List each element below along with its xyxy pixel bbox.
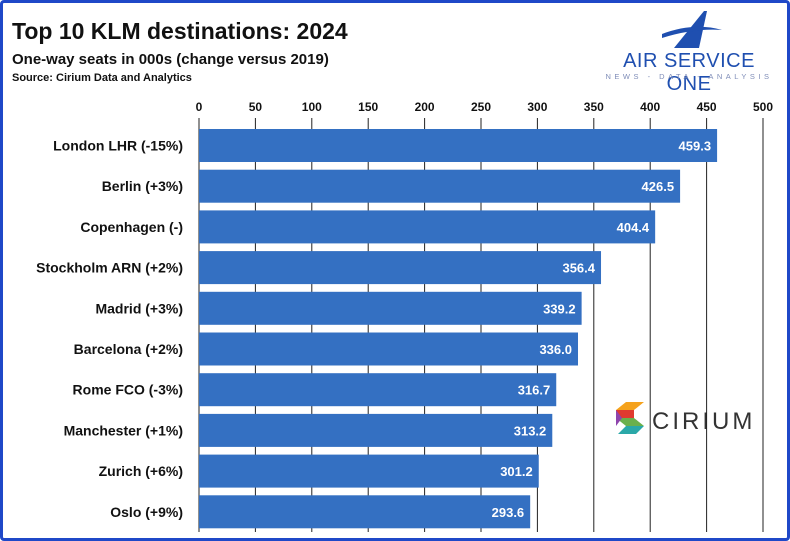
x-tick-label: 200 (415, 100, 435, 114)
air-service-one-plane-icon (662, 11, 722, 48)
x-tick-label: 500 (753, 100, 773, 114)
bar (199, 210, 656, 244)
bar (199, 454, 539, 488)
chart-source: Source: Cirium Data and Analytics (12, 72, 192, 84)
x-tick-label: 150 (358, 100, 378, 114)
x-tick-label: 100 (302, 100, 322, 114)
x-tick-label: 0 (196, 100, 203, 114)
bar (199, 373, 557, 407)
bar-value-label: 293.6 (492, 505, 525, 520)
category-label: Oslo (+9%) (110, 504, 183, 520)
bars (199, 129, 718, 529)
bar-value-label: 426.5 (642, 179, 675, 194)
category-labels: London LHR (-15%) Berlin (+3%) Copenhagen … (36, 138, 183, 520)
air-service-one-name: AIR SERVICE ONE (623, 50, 755, 95)
chart-subtitle: One-way seats in 000s (change versus 201… (12, 51, 329, 68)
chart-title: Top 10 KLM destinations: 2024 (12, 18, 348, 44)
category-label: Berlin (+3%) (102, 178, 183, 194)
bar-value-label: 336.0 (539, 342, 572, 357)
bar-value-label: 356.4 (562, 261, 595, 276)
category-label: London LHR (-15%) (53, 138, 183, 154)
bar-value-label: 301.2 (500, 464, 533, 479)
bar-value-label: 316.7 (518, 383, 551, 398)
x-tick-label: 350 (584, 100, 604, 114)
category-label: Stockholm ARN (+2%) (36, 260, 183, 276)
x-tick-label: 50 (249, 100, 263, 114)
air-service-one-tagline: NEWS - DATA - ANALYSIS (605, 72, 773, 81)
x-tick-label: 300 (527, 100, 547, 114)
bar (199, 291, 582, 325)
category-label: Rome FCO (-3%) (73, 382, 183, 398)
value-labels: 459.3 426.5 404.4 356.4 339.2 336.0 316.7 313.2… (492, 139, 711, 520)
bar (199, 495, 531, 529)
x-tick-label: 450 (697, 100, 717, 114)
category-label: Barcelona (+2%) (74, 341, 183, 357)
category-label: Copenhagen (-) (80, 219, 183, 235)
air-service-one-logo: AIR SERVICE ONE NEWS - DATA - ANALYSIS (598, 8, 780, 95)
bar-value-label: 339.2 (543, 301, 576, 316)
bar-value-label: 313.2 (514, 423, 547, 438)
bar (199, 169, 681, 203)
cirium-mark-icon (616, 402, 644, 434)
bar (199, 251, 602, 285)
x-tick-label: 250 (471, 100, 491, 114)
bar-value-label: 459.3 (679, 139, 712, 154)
category-label: Zurich (+6%) (99, 463, 183, 479)
bar (199, 413, 553, 447)
category-label: Manchester (+1%) (64, 422, 183, 438)
x-tick-label: 400 (640, 100, 660, 114)
bar (199, 129, 718, 162)
cirium-logo: CIRIUM (614, 396, 764, 440)
x-axis-ticks: 0 50 100 150 200 250 300 350 400 450 500 (196, 100, 774, 114)
bar-value-label: 404.4 (617, 220, 650, 235)
category-label: Madrid (+3%) (95, 300, 183, 316)
bar (199, 332, 579, 366)
cirium-name: CIRIUM (652, 408, 756, 435)
